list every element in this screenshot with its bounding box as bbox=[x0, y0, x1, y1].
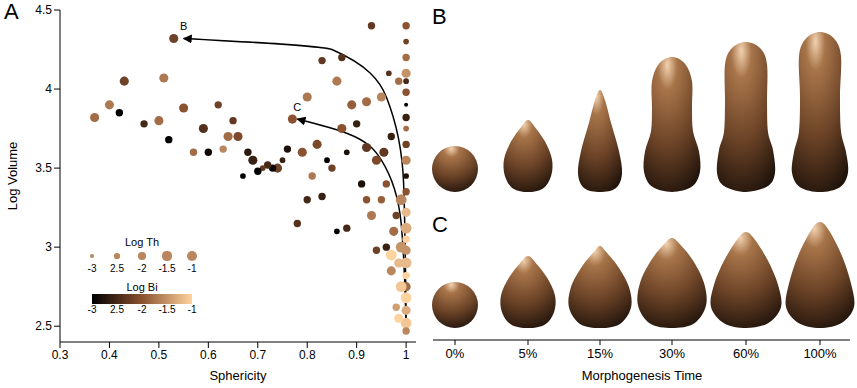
svg-text:0%: 0% bbox=[446, 346, 465, 361]
html-text:Log Th: Log Th bbox=[125, 236, 159, 248]
svg-text:15%: 15% bbox=[587, 346, 613, 361]
html-text:-1: -1 bbox=[187, 263, 197, 274]
svg-text:5%: 5% bbox=[519, 346, 538, 361]
svg-text:0.3: 0.3 bbox=[52, 348, 69, 362]
svg-text:C: C bbox=[293, 101, 301, 113]
html-text:2.5: 2.5 bbox=[110, 263, 124, 274]
svg-text:4: 4 bbox=[45, 82, 52, 96]
svg-text:B: B bbox=[180, 20, 187, 32]
svg-text:B: B bbox=[432, 4, 447, 29]
html-text:Log Bi: Log Bi bbox=[126, 281, 158, 293]
html-text:-1: -1 bbox=[187, 304, 197, 315]
svg-text:3.5: 3.5 bbox=[35, 161, 52, 175]
html-text:-3: -3 bbox=[87, 263, 97, 274]
svg-text:30%: 30% bbox=[659, 346, 685, 361]
svg-text:0.9: 0.9 bbox=[348, 348, 365, 362]
svg-text:C: C bbox=[432, 212, 448, 237]
svg-text:Sphericity: Sphericity bbox=[209, 368, 267, 383]
svg-text:0.4: 0.4 bbox=[101, 348, 118, 362]
svg-text:2.5: 2.5 bbox=[35, 319, 52, 333]
html-text:-1.5: -1.5 bbox=[158, 263, 176, 274]
html-text:-2: -2 bbox=[137, 263, 147, 274]
svg-text:4.5: 4.5 bbox=[35, 3, 52, 17]
svg-text:0.5: 0.5 bbox=[151, 348, 168, 362]
svg-text:Morphogenesis Time: Morphogenesis Time bbox=[582, 368, 703, 383]
svg-text:60%: 60% bbox=[733, 346, 759, 361]
svg-text:3: 3 bbox=[45, 240, 52, 254]
svg-text:0.6: 0.6 bbox=[200, 348, 217, 362]
html-text:2.5: 2.5 bbox=[110, 304, 124, 315]
svg-text:100%: 100% bbox=[803, 346, 837, 361]
svg-text:Log Volume: Log Volume bbox=[5, 142, 20, 211]
svg-text:0.8: 0.8 bbox=[299, 348, 316, 362]
svg-text:0.7: 0.7 bbox=[249, 348, 266, 362]
html-text:-3: -3 bbox=[87, 304, 97, 315]
html-text:-1.5: -1.5 bbox=[158, 304, 176, 315]
html-text:A: A bbox=[4, 0, 19, 24]
svg-text:1: 1 bbox=[403, 348, 410, 362]
html-text:-2: -2 bbox=[137, 304, 147, 315]
